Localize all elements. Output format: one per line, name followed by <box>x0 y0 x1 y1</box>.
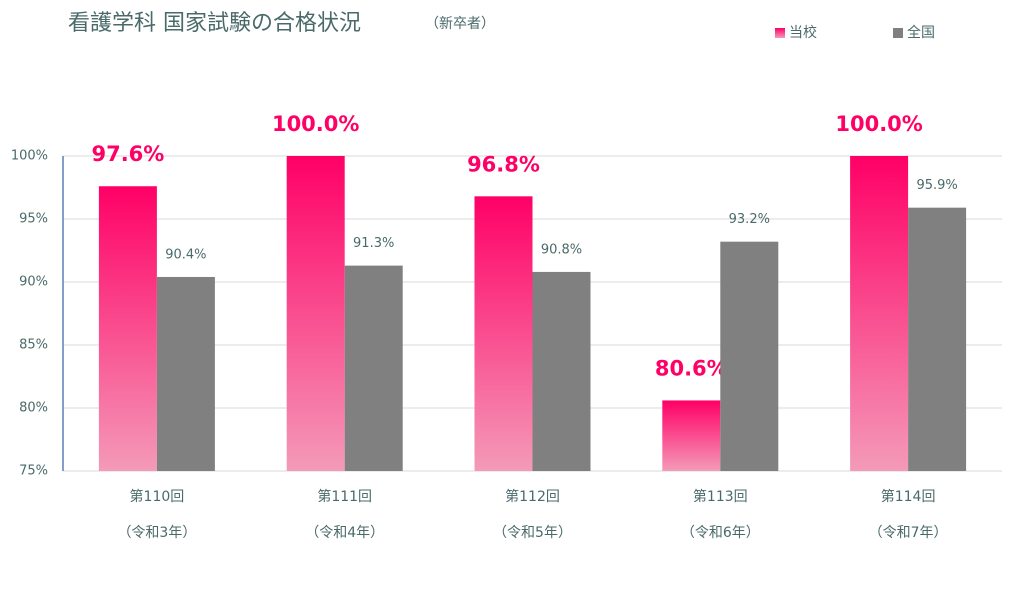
bar <box>98 186 157 472</box>
x-tick-label: （令和5年） <box>493 525 572 541</box>
y-tick-label: 85% <box>19 338 48 353</box>
x-tick-label: 第112回 <box>505 488 560 505</box>
bar <box>344 265 403 471</box>
data-label: 90.4% <box>165 247 206 262</box>
legend-label: 当校 <box>789 24 817 41</box>
legend-label: 全国 <box>907 24 935 41</box>
chart-subtitle: （新卒者） <box>425 16 495 32</box>
data-label: 90.8% <box>541 242 582 257</box>
data-label: 95.9% <box>916 178 957 193</box>
data-label: 91.3% <box>353 236 394 251</box>
x-tick-label: 第110回 <box>130 488 185 505</box>
bar <box>720 241 779 471</box>
x-tick-label: （令和7年） <box>869 525 948 541</box>
data-label: 96.8% <box>467 152 540 176</box>
legend-swatch <box>775 28 785 38</box>
y-tick-label: 90% <box>19 275 48 290</box>
data-label: 100.0% <box>272 112 359 136</box>
data-label: 97.6% <box>91 142 164 166</box>
x-tick-label: （令和4年） <box>305 525 384 541</box>
x-tick-label: （令和6年） <box>681 525 760 541</box>
bar <box>662 400 721 471</box>
y-tick-label: 75% <box>19 464 48 479</box>
y-tick-label: 100% <box>11 149 48 164</box>
y-tick-label: 95% <box>19 212 48 227</box>
data-label: 100.0% <box>835 112 922 136</box>
bar <box>908 207 967 471</box>
chart-title: 看護学科 国家試験の合格状況 <box>68 11 361 36</box>
legend-swatch <box>893 28 903 38</box>
x-tick-label: 第111回 <box>317 488 372 505</box>
x-tick-label: （令和3年） <box>117 525 196 541</box>
data-label: 80.6% <box>655 356 728 380</box>
bar <box>532 271 591 471</box>
bar <box>850 156 909 471</box>
data-label: 93.2% <box>729 212 770 227</box>
x-tick-label: 第114回 <box>881 488 936 505</box>
bar <box>156 276 215 471</box>
bar <box>474 196 533 471</box>
x-tick-label: 第113回 <box>693 488 748 505</box>
bar <box>286 156 345 471</box>
y-tick-label: 80% <box>19 401 48 416</box>
